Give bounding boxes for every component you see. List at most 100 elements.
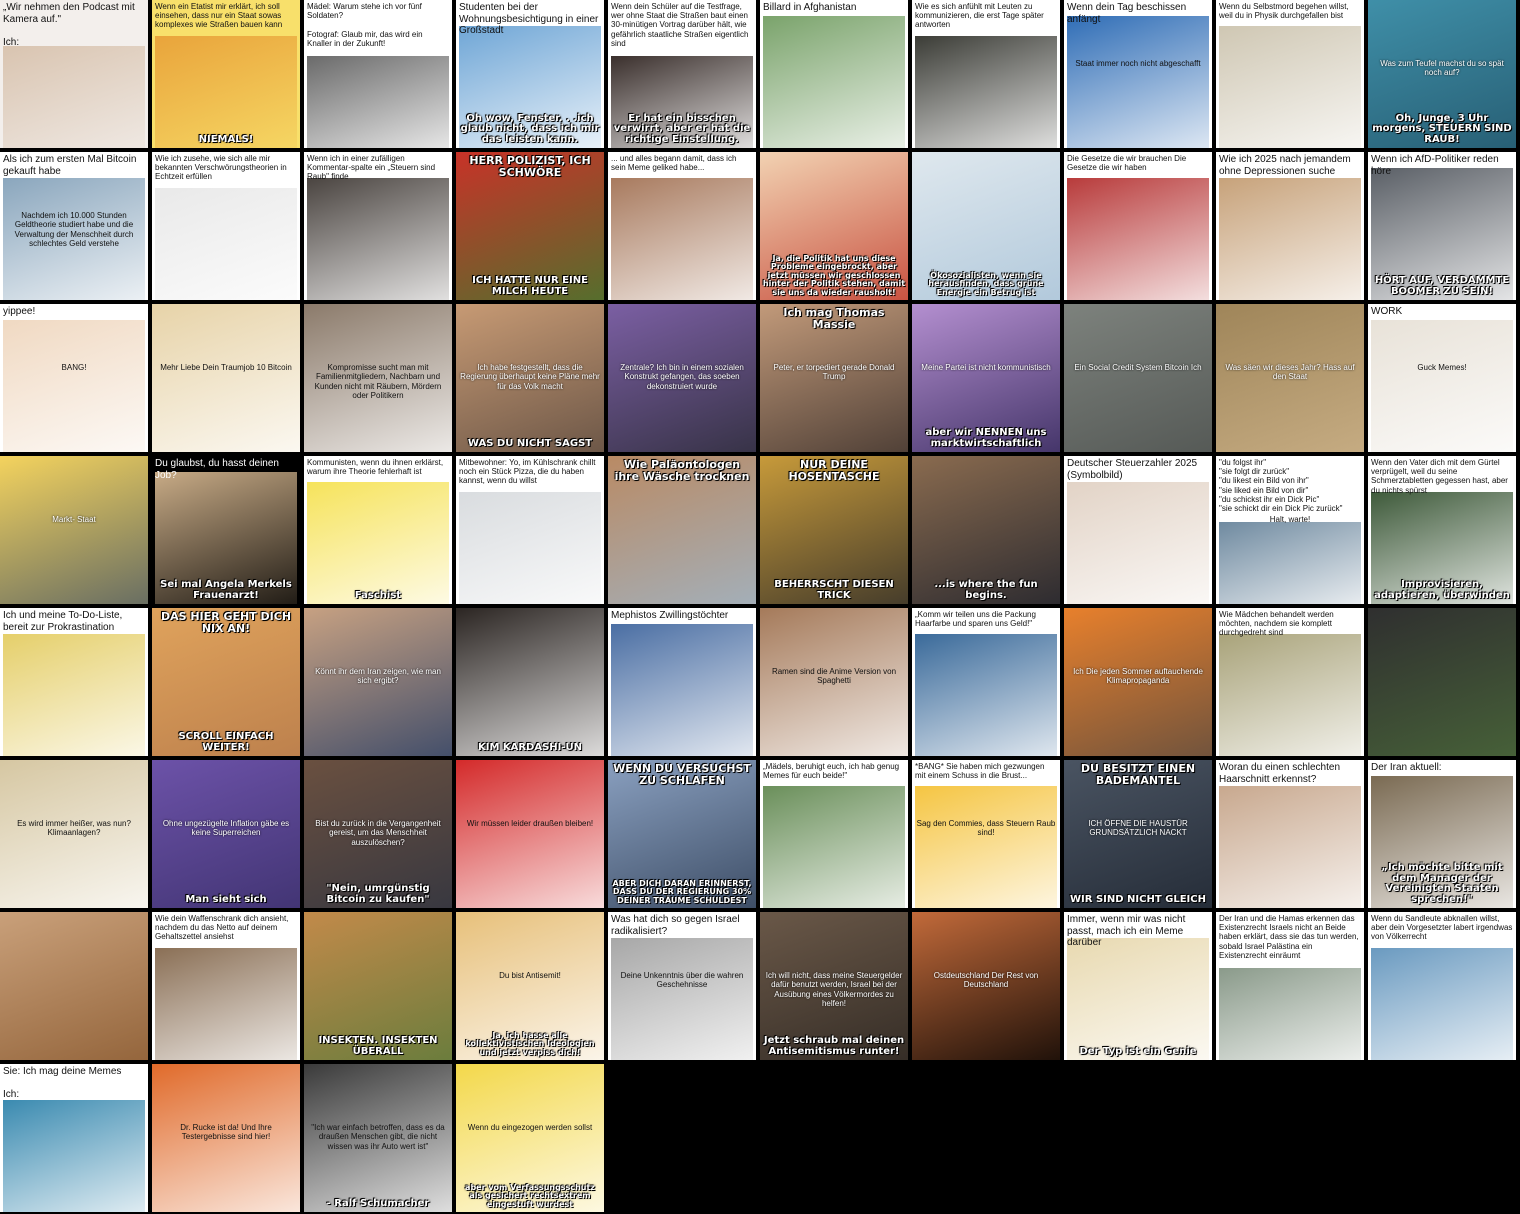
meme-image — [456, 760, 604, 908]
meme-tile[interactable]: Mitbewohner: Yo, im Kühlschrank chillt n… — [456, 456, 604, 604]
meme-tile[interactable]: Könnt ihr dem Iran zeigen, wie man sich … — [304, 608, 452, 756]
meme-tile[interactable]: Kommunisten, wenn du ihnen erklärst, war… — [304, 456, 452, 604]
meme-tile[interactable]: Wenn den Vater dich mit dem Gürtel verpr… — [1368, 456, 1516, 604]
meme-tile[interactable]: Meine Partei ist nicht kommunistisch aber… — [912, 304, 1060, 452]
meme-tile[interactable]: Kompromisse sucht man mit Familienmitgli… — [304, 304, 452, 452]
meme-tile[interactable]: Ich mag Thomas Massie Peter, er torpedier… — [760, 304, 908, 452]
meme-image — [456, 152, 604, 300]
meme-tile[interactable]: Was hat dich so gegen Israel radikalisie… — [608, 912, 756, 1060]
meme-tile[interactable]: Ja, die Politik hat uns diese Probleme e… — [760, 152, 908, 300]
meme-tile[interactable]: Wie dein Waffenschrank dich ansieht, nac… — [152, 912, 300, 1060]
meme-tile[interactable]: Ökosozialisten, wenn sie herausfinden, d… — [912, 152, 1060, 300]
meme-tile[interactable]: Wenn ich in einer zufälligen Kommentar-s… — [304, 152, 452, 300]
meme-overlay-text: Markt- Staat — [52, 515, 96, 525]
meme-tile[interactable]: Bist du zurück in die Vergangenheit gere… — [304, 760, 452, 908]
meme-tile[interactable]: Wie ich zusehe, wie sich alle mir bekann… — [152, 152, 300, 300]
meme-tile[interactable]: Was säen wir dieses Jahr? Hass auf den S… — [1216, 304, 1364, 452]
meme-tile[interactable]: „Wir nehmen den Podcast mit Kamera auf."… — [0, 0, 148, 148]
meme-top-text: DAS HIER GEHT DICH NIX AN! — [160, 610, 292, 635]
meme-bottom-text: INSEKTEN. INSEKTEN ÜBERALL — [318, 1035, 438, 1057]
meme-bottom-text: Jetzt schraub mal deinen Antisemitismus … — [763, 1035, 905, 1057]
meme-tile[interactable]: Du bist Antisemit! Ja, ich hasse alle kol… — [456, 912, 604, 1060]
meme-image — [155, 36, 297, 148]
meme-image — [3, 178, 145, 300]
meme-tile[interactable]: Wie Mädchen behandelt werden möchten, na… — [1216, 608, 1364, 756]
meme-tile[interactable] — [0, 912, 148, 1060]
meme-tile[interactable]: Deutscher Steuerzahler 2025 (Symbolbild) — [1064, 456, 1212, 604]
meme-tile[interactable]: Mehr Liebe Dein Traumjob 10 Bitcoin — [152, 304, 300, 452]
meme-tile[interactable]: Wie es sich anfühlt mit Leuten zu kommun… — [912, 0, 1060, 148]
meme-tile[interactable]: Wie ich 2025 nach jemandem ohne Depressi… — [1216, 152, 1364, 300]
meme-tile[interactable]: "du folgst ihr" "sie folgt dir zurück" "… — [1216, 456, 1364, 604]
meme-tile[interactable]: Ohne ungezügelte Inflation gäbe es keine… — [152, 760, 300, 908]
meme-tile[interactable]: Dr. Rucke ist da! Und Ihre Testergebniss… — [152, 1064, 300, 1212]
meme-tile[interactable]: yippee! BANG! — [0, 304, 148, 452]
meme-image — [3, 320, 145, 452]
meme-tile[interactable]: INSEKTEN. INSEKTEN ÜBERALL — [304, 912, 452, 1060]
meme-tile[interactable]: Markt- Staat — [0, 456, 148, 604]
meme-bottom-text: „Ich möchte bitte mit dem Manager der Ve… — [1381, 862, 1503, 905]
meme-tile[interactable]: Wir müssen leider draußen bleiben! — [456, 760, 604, 908]
meme-tile[interactable]: Sie: Ich mag deine Memes Ich: — [0, 1064, 148, 1212]
meme-caption: Ich und meine To-Do-Liste, bereit zur Pr… — [3, 610, 123, 633]
meme-tile[interactable]: HERR POLIZIST, ICH SCHWÖRE ICH HATTE NUR … — [456, 152, 604, 300]
meme-tile[interactable]: Immer, wenn mir was nicht passt, mach ic… — [1064, 912, 1212, 1060]
meme-image — [1368, 0, 1516, 148]
meme-tile[interactable]: ... und alles begann damit, dass ich sei… — [608, 152, 756, 300]
meme-tile[interactable]: Der Iran aktuell: „Ich möchte bitte mit d… — [1368, 760, 1516, 908]
meme-image — [763, 16, 905, 148]
meme-tile[interactable]: Wenn du Sandleute abknallen willst, aber… — [1368, 912, 1516, 1060]
meme-tile[interactable]: Die Gesetze die wir brauchen Die Gesetze… — [1064, 152, 1212, 300]
meme-tile[interactable]: WENN DU VERSUCHST ZU SCHLAFEN ABER DICH D… — [608, 760, 756, 908]
meme-tile[interactable]: "Ich war einfach betroffen, dass es da d… — [304, 1064, 452, 1212]
meme-tile[interactable]: Ostdeutschland Der Rest von Deutschland — [912, 912, 1060, 1060]
meme-tile[interactable]: Was zum Teufel machst du so spät noch au… — [1368, 0, 1516, 148]
meme-overlay-text: Ich will nicht, dass meine Steuergelder … — [765, 971, 903, 1008]
meme-tile[interactable]: WORK Guck Memes! — [1368, 304, 1516, 452]
meme-tile[interactable]: Wenn ein Etatist mir erklärt, ich soll e… — [152, 0, 300, 148]
meme-tile[interactable]: Ich Die jeden Sommer auftauchende Klimap… — [1064, 608, 1212, 756]
meme-tile[interactable]: „Mädels, beruhigt euch, ich hab genug Me… — [760, 760, 908, 908]
meme-caption: ... und alles begann damit, dass ich sei… — [611, 154, 737, 173]
meme-tile[interactable]: DAS HIER GEHT DICH NIX AN! SCROLL EINFACH… — [152, 608, 300, 756]
meme-image — [1219, 968, 1361, 1060]
meme-image — [152, 760, 300, 908]
meme-image — [1067, 178, 1209, 300]
meme-tile[interactable]: DU BESITZT EINEN BADEMANTEL ICH ÖFFNE DIE… — [1064, 760, 1212, 908]
meme-tile[interactable]: Ein Social Credit System Bitcoin Ich — [1064, 304, 1212, 452]
meme-tile[interactable] — [1368, 608, 1516, 756]
meme-caption: WORK — [1371, 306, 1403, 317]
meme-tile[interactable]: Wie Paläontologen ihre Wäsche trocknen — [608, 456, 756, 604]
meme-tile[interactable]: Mädel: Warum stehe ich vor fünf Soldaten… — [304, 0, 452, 148]
meme-tile[interactable]: Ich habe festgestellt, dass die Regierun… — [456, 304, 604, 452]
meme-tile[interactable]: Ich will nicht, dass meine Steuergelder … — [760, 912, 908, 1060]
meme-caption: Immer, wenn mir was nicht passt, mach ic… — [1067, 914, 1186, 948]
meme-tile[interactable]: Als ich zum ersten Mal Bitcoin gekauft h… — [0, 152, 148, 300]
meme-tile[interactable]: Der Iran und die Hamas erkennen das Exis… — [1216, 912, 1364, 1060]
meme-tile[interactable]: KIM KARDASHI-UN — [456, 608, 604, 756]
meme-tile[interactable]: *BANG* Sie haben mich gezwungen mit eine… — [912, 760, 1060, 908]
meme-tile[interactable]: Wenn dein Schüler auf die Testfrage, wer… — [608, 0, 756, 148]
meme-tile[interactable]: Wenn ich AfD-Politiker reden höre HÖRT AU… — [1368, 152, 1516, 300]
meme-image — [307, 56, 449, 148]
meme-tile[interactable]: Mephistos Zwillingstöchter — [608, 608, 756, 756]
meme-tile[interactable]: Es wird immer heißer, was nun? Klimaanla… — [0, 760, 148, 908]
meme-tile[interactable]: „Komm wir teilen uns die Packung Haarfar… — [912, 608, 1060, 756]
meme-tile[interactable]: NUR DEINE HOSENTASCHE BEHERRSCHT DIESEN T… — [760, 456, 908, 604]
meme-tile[interactable]: Wenn du eingezogen werden sollst aber vom… — [456, 1064, 604, 1212]
meme-tile[interactable]: Ich und meine To-Do-Liste, bereit zur Pr… — [0, 608, 148, 756]
meme-tile[interactable]: Studenten bei der Wohnungsbesichtigung i… — [456, 0, 604, 148]
meme-caption: Wenn du Selbstmord begehen willst, weil … — [1219, 2, 1349, 21]
meme-tile[interactable]: Woran du einen schlechten Haarschnitt er… — [1216, 760, 1364, 908]
meme-bottom-text: NIEMALS! — [198, 133, 254, 145]
meme-overlay-text: Halt, warte! — [1269, 515, 1311, 525]
meme-tile[interactable]: Zentrale? Ich bin in einem sozialen Kons… — [608, 304, 756, 452]
meme-tile[interactable]: ...is where the fun begins. — [912, 456, 1060, 604]
meme-tile[interactable]: Ramen sind die Anime Version von Spaghet… — [760, 608, 908, 756]
meme-tile[interactable]: Wenn du Selbstmord begehen willst, weil … — [1216, 0, 1364, 148]
meme-tile[interactable]: Billard in Afghanistan — [760, 0, 908, 148]
meme-tile[interactable]: Wenn dein Tag beschissen anfängt Staat im… — [1064, 0, 1212, 148]
meme-tile[interactable]: Du glaubst, du hasst deinen Job? Sei mal … — [152, 456, 300, 604]
meme-top-text: Wie Paläontologen ihre Wäsche trocknen — [614, 458, 750, 483]
